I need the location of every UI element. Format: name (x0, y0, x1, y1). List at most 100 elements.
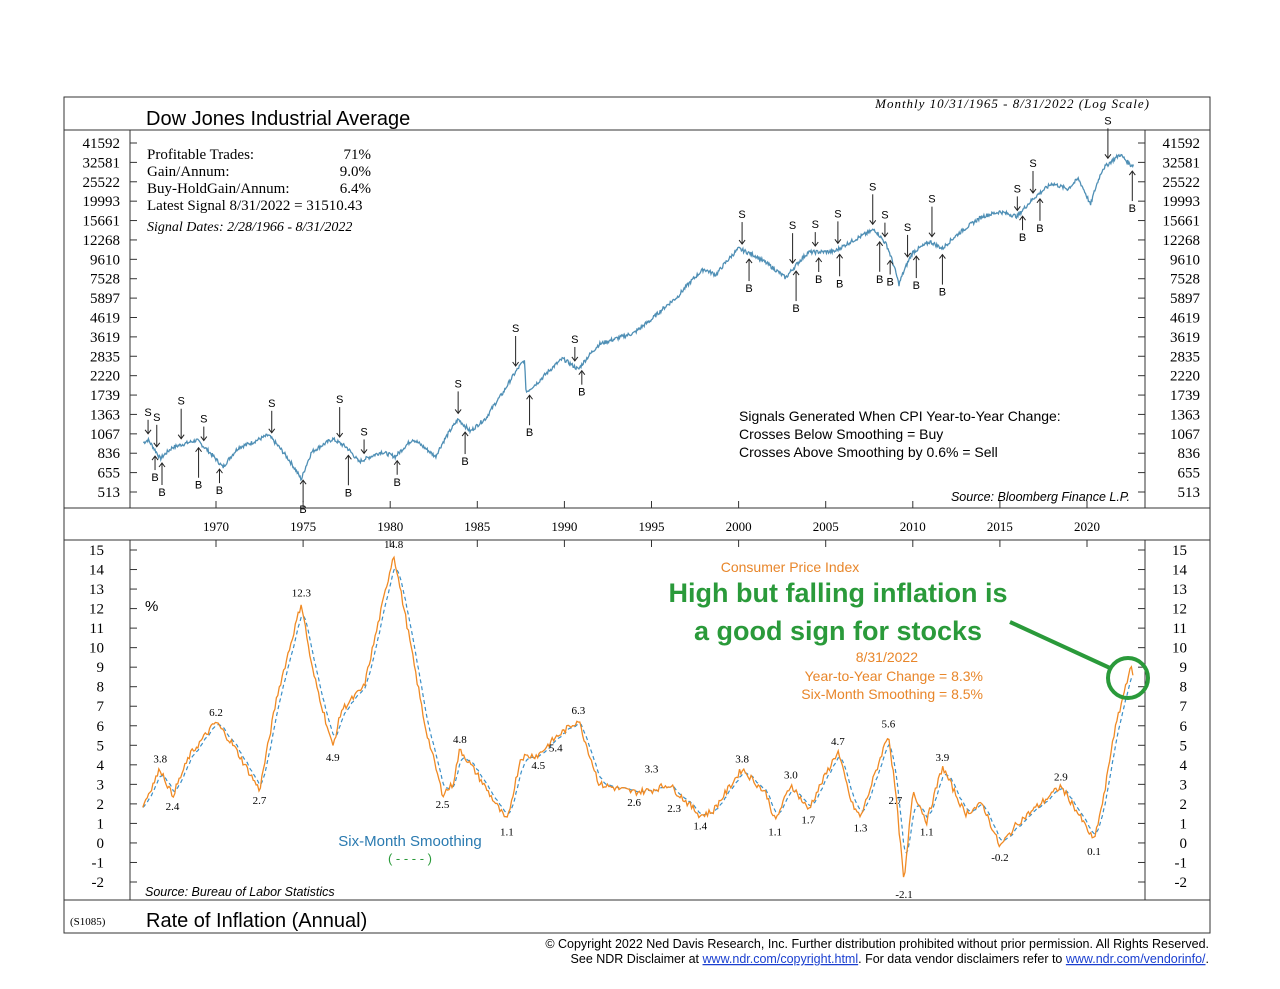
cpi-data-label: 2.7 (253, 795, 267, 807)
y-tick-label-left: 10 (89, 641, 104, 657)
vendorinfo-link[interactable]: www.ndr.com/vendorinfo/ (1065, 952, 1206, 966)
latest-date: 8/31/2022 (856, 649, 918, 665)
svg-text:B: B (1129, 203, 1136, 215)
buy-signal: B (195, 446, 202, 492)
svg-text:B: B (939, 287, 946, 299)
svg-text:S: S (454, 378, 461, 390)
y-tick-label-right: 13 (1172, 582, 1187, 598)
y-tick-label-left: 11 (90, 621, 104, 637)
y-tick-label-right: 1363 (1170, 407, 1200, 423)
svg-text:S: S (881, 210, 888, 222)
y-tick-label-left: 2220 (90, 369, 120, 385)
y-tick-label-left: 3 (97, 777, 105, 793)
y-tick-label-right: 41592 (1163, 136, 1201, 152)
y-tick-label-left: 14 (89, 563, 105, 579)
y-tick-label-right: 15661 (1163, 214, 1201, 230)
svg-text:B: B (1036, 223, 1043, 235)
y-tick-label-right: 9610 (1170, 252, 1200, 268)
y-tick-label-right: 2220 (1170, 369, 1200, 385)
copyright-link[interactable]: www.ndr.com/copyright.html (702, 952, 859, 966)
annotation-pointer (1009, 620, 1111, 670)
y-tick-label-left: 1067 (90, 427, 121, 443)
svg-text:B: B (745, 283, 752, 295)
percent-unit: % (145, 598, 158, 615)
buy-signal: B (1036, 198, 1044, 235)
y-tick-label-right: 32581 (1163, 155, 1201, 171)
svg-text:S: S (200, 414, 207, 426)
cpi-data-label: 4.9 (326, 752, 340, 764)
svg-text:S: S (789, 220, 796, 232)
y-tick-label-right: 4619 (1170, 311, 1200, 327)
y-tick-label-left: 9 (97, 660, 105, 676)
y-tick-label-left: 1363 (90, 407, 120, 423)
y-tick-label-left: 8 (97, 680, 105, 696)
buy-signal: B (526, 394, 533, 439)
sell-signal: S (1029, 158, 1037, 194)
sell-signal: S (144, 407, 152, 435)
svg-text:S: S (738, 209, 745, 221)
y-tick-label-right: 7 (1180, 699, 1188, 715)
svg-text:B: B (876, 274, 883, 286)
svg-text:Crosses Above Smoothing by 0.6: Crosses Above Smoothing by 0.6% = Sell (739, 444, 998, 460)
smoothing-legend: Six-Month Smoothing (338, 833, 481, 850)
sell-signal: S (881, 210, 889, 238)
svg-text:S: S (268, 398, 275, 410)
y-tick-label-right: 2835 (1170, 349, 1200, 365)
svg-text:B: B (913, 280, 920, 292)
cpi-data-label: 6.3 (571, 705, 585, 717)
svg-text:Signals Generated When CPI Yea: Signals Generated When CPI Year-to-Year … (739, 408, 1061, 424)
svg-text:S: S (153, 412, 160, 424)
cpi-line (142, 555, 1134, 878)
sell-signal: S (1104, 115, 1112, 160)
headline-line2: a good sign for stocks (694, 616, 982, 646)
copyright: © Copyright 2022 Ned Davis Research, Inc… (545, 937, 1209, 951)
buy-signal: B (393, 459, 401, 489)
sell-signal: S (512, 323, 519, 367)
cpi-data-label: 6.2 (209, 707, 223, 719)
sell-signal: S (336, 394, 343, 438)
y-tick-label-right: 15 (1172, 543, 1187, 559)
x-tick-label: 1990 (551, 519, 577, 534)
y-tick-label-right: 1067 (1170, 427, 1201, 443)
y-tick-label-right: 25522 (1163, 175, 1201, 191)
y-tick-label-right: 513 (1178, 485, 1201, 501)
stat-label: Buy-HoldGain/Annum: (147, 181, 290, 197)
y-tick-label-left: 3619 (90, 330, 120, 346)
buy-signal: B (913, 255, 920, 292)
cpi-data-label: -0.2 (991, 852, 1008, 864)
svg-text:S: S (177, 396, 184, 408)
cpi-data-label: 2.3 (667, 803, 681, 815)
buy-signal: B (1019, 215, 1026, 244)
y-tick-label-left: 41592 (83, 136, 121, 152)
chart-id: (S1085) (70, 916, 106, 928)
cpi-data-label: 2.4 (166, 801, 180, 813)
y-tick-label-left: 836 (98, 446, 121, 462)
x-tick-label: 2010 (900, 519, 926, 534)
sell-signal: S (904, 222, 911, 258)
y-tick-label-left: 15661 (83, 214, 121, 230)
sell-signal: S (1014, 183, 1021, 212)
top-range: Monthly 10/31/1965 - 8/31/2022 (Log Scal… (874, 96, 1150, 111)
buy-signal: B (345, 454, 352, 499)
buy-signal: B (299, 479, 307, 516)
svg-text:S: S (834, 208, 841, 220)
y-tick-label-left: 6 (97, 719, 105, 735)
y-tick-label-left: 25522 (83, 175, 121, 191)
sell-signal: S (571, 334, 579, 362)
y-tick-label-right: 11 (1173, 621, 1187, 637)
y-tick-label-left: 655 (98, 466, 121, 482)
y-tick-label-left: 1 (97, 816, 105, 832)
y-tick-label-left: 0 (97, 836, 105, 852)
y-tick-label-left: 9610 (90, 252, 120, 268)
y-tick-label-left: 5 (97, 738, 105, 754)
cpi-data-label: 1.7 (801, 815, 815, 827)
sell-signal: S (268, 398, 275, 434)
svg-text:S: S (571, 334, 578, 346)
y-tick-label-left: -1 (92, 855, 105, 871)
y-tick-label-left: 15 (89, 543, 104, 559)
y-tick-label-right: 7528 (1170, 272, 1200, 288)
cpi-data-label: 1.1 (500, 826, 514, 838)
x-tick-label: 1975 (290, 519, 316, 534)
y-tick-label-left: 513 (98, 485, 121, 501)
